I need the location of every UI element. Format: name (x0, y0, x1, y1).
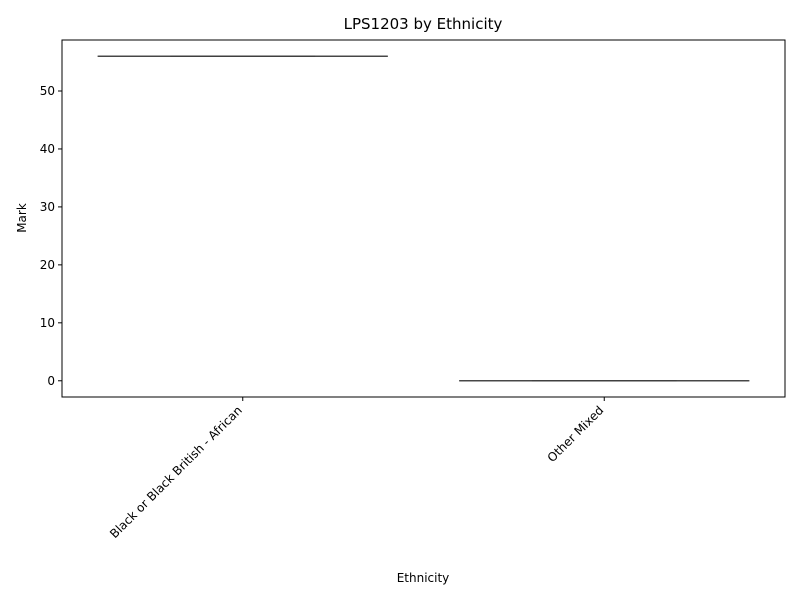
y-tick-label: 0 (47, 374, 55, 388)
x-tick-label: Black or Black British - African (107, 403, 245, 541)
y-tick-label: 50 (40, 84, 55, 98)
y-tick-label: 30 (40, 200, 55, 214)
y-axis-label: Mark (15, 203, 29, 233)
y-tick-label: 40 (40, 142, 55, 156)
x-tick-label: Other Mixed (545, 403, 607, 465)
y-tick-label: 20 (40, 258, 55, 272)
x-axis-label: Ethnicity (397, 571, 450, 585)
plot-frame (61, 39, 786, 398)
y-axis: 0 10 20 30 40 50 (40, 84, 62, 388)
x-axis: Black or Black British - African Other Mi… (107, 397, 606, 541)
plot-area (61, 39, 786, 398)
chart-title: LPS1203 by Ethnicity (344, 15, 503, 33)
y-tick-label: 10 (40, 316, 55, 330)
